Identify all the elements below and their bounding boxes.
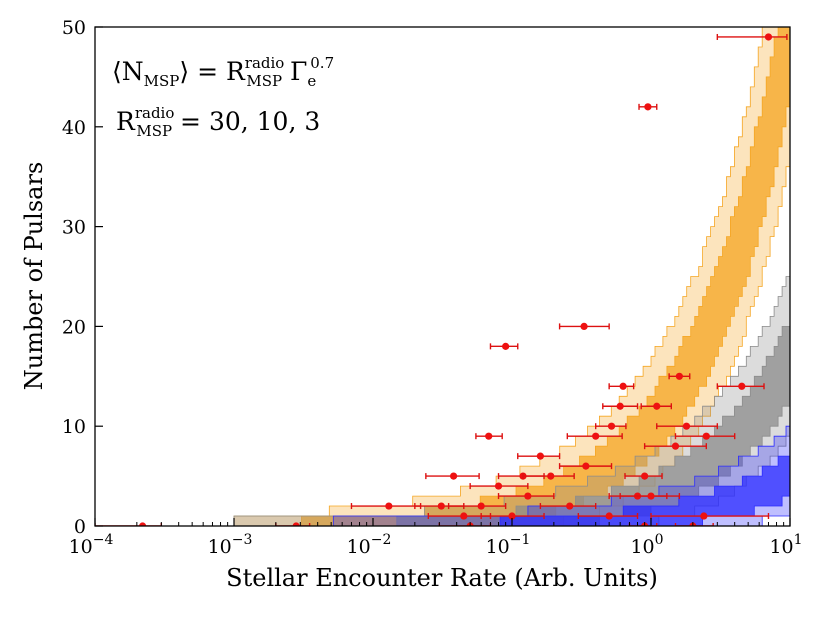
data-point bbox=[624, 472, 663, 480]
data-point bbox=[447, 502, 507, 510]
y-tick-label: 30 bbox=[62, 217, 86, 239]
data-point bbox=[517, 452, 561, 460]
point-marker bbox=[592, 432, 600, 440]
point-marker bbox=[477, 502, 485, 510]
x-axis: 10−4 10−3 10−2 10−1 100 101 bbox=[69, 518, 803, 558]
band-outer bbox=[234, 425, 790, 526]
point-marker bbox=[580, 322, 588, 330]
annotation-values: Rradio MSP = 30, 10, 3 bbox=[116, 104, 320, 140]
data-point bbox=[594, 422, 627, 430]
y-tick-label: 40 bbox=[62, 117, 86, 139]
band-inner bbox=[234, 455, 790, 526]
data-point bbox=[480, 512, 545, 520]
point-marker bbox=[460, 512, 468, 520]
x-tick-label: 10−1 bbox=[486, 532, 531, 558]
data-point bbox=[638, 103, 658, 111]
x-axis-label: Stellar Encounter Rate (Arb. Units) bbox=[226, 564, 658, 592]
point-marker bbox=[449, 472, 458, 480]
point-marker bbox=[582, 462, 590, 470]
y-tick-label: 50 bbox=[62, 17, 86, 39]
point-marker bbox=[607, 422, 616, 430]
data-point bbox=[489, 342, 519, 350]
data-point bbox=[558, 322, 610, 330]
point-marker bbox=[138, 522, 147, 526]
data-point bbox=[716, 33, 788, 41]
data-point bbox=[577, 512, 639, 520]
y-tick-label: 0 bbox=[74, 516, 86, 538]
data-point bbox=[668, 372, 691, 380]
point-marker bbox=[485, 432, 493, 440]
point-marker bbox=[616, 402, 624, 410]
point-marker bbox=[647, 492, 655, 500]
x-tick-label: 101 bbox=[769, 532, 802, 558]
x-tick-label: 10−2 bbox=[347, 532, 392, 558]
data-point bbox=[566, 432, 623, 440]
point-marker bbox=[702, 432, 710, 440]
y-tick-label: 20 bbox=[62, 316, 86, 338]
point-marker bbox=[700, 512, 708, 520]
point-marker bbox=[385, 502, 393, 510]
data-point bbox=[350, 502, 422, 510]
point-marker bbox=[675, 372, 683, 380]
y-axis: 0 10 20 30 40 50 bbox=[62, 17, 103, 538]
data-point bbox=[475, 432, 503, 440]
data-point bbox=[469, 482, 529, 490]
y-axis-label: Number of Pulsars bbox=[20, 162, 48, 391]
point-marker bbox=[738, 382, 746, 390]
point-marker bbox=[653, 402, 661, 410]
point-marker bbox=[641, 472, 649, 480]
data-point bbox=[558, 462, 613, 470]
point-marker bbox=[292, 522, 300, 526]
point-marker bbox=[494, 482, 503, 490]
data-point bbox=[427, 512, 492, 520]
data-point bbox=[619, 492, 681, 500]
point-marker bbox=[536, 452, 544, 460]
point-marker bbox=[508, 512, 516, 520]
point-marker bbox=[524, 492, 532, 500]
data-point bbox=[674, 432, 736, 440]
point-marker bbox=[682, 422, 691, 430]
point-marker bbox=[671, 442, 680, 450]
data-point bbox=[643, 442, 708, 450]
data-point bbox=[497, 492, 555, 500]
point-marker bbox=[764, 33, 773, 41]
x-tick-label: 10−4 bbox=[69, 532, 114, 558]
point-marker bbox=[547, 472, 555, 480]
point-marker bbox=[644, 103, 652, 111]
point-marker bbox=[605, 512, 613, 520]
points-layer bbox=[95, 33, 788, 526]
point-marker bbox=[437, 502, 445, 510]
data-point bbox=[716, 382, 765, 390]
data-point bbox=[522, 472, 575, 480]
point-marker bbox=[619, 382, 627, 390]
data-point bbox=[539, 502, 597, 510]
y-tick-label: 10 bbox=[62, 416, 86, 438]
annotation-model: ⟨NMSP⟩ = Rradio MSP Γe0.7 bbox=[112, 54, 334, 90]
data-point bbox=[640, 402, 673, 410]
plot-frame bbox=[94, 26, 791, 527]
data-point bbox=[656, 422, 719, 430]
data-point bbox=[650, 512, 770, 520]
data-point bbox=[425, 472, 480, 480]
data-point bbox=[602, 402, 639, 410]
data-point bbox=[608, 382, 635, 390]
x-tick-label: 100 bbox=[630, 532, 663, 558]
x-tick-label: 10−3 bbox=[208, 532, 253, 558]
point-marker bbox=[502, 342, 510, 350]
point-marker bbox=[566, 502, 574, 510]
